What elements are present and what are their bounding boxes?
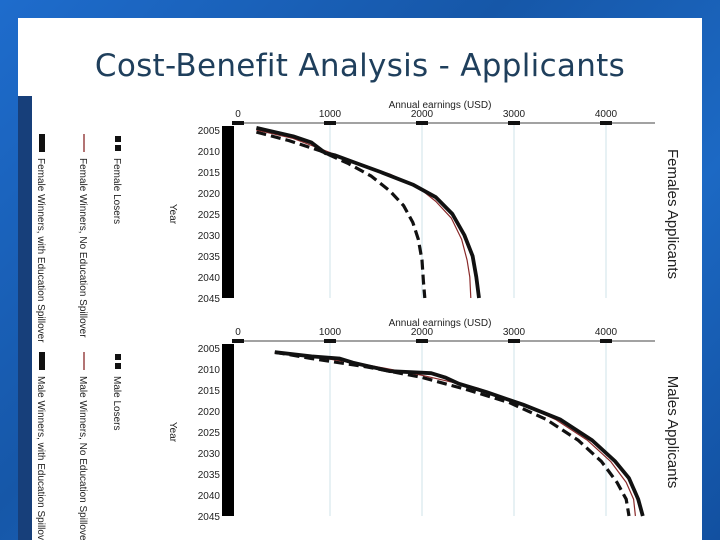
y-tick-label: 2005 [198,344,221,355]
y-tick-label: 2015 [198,168,221,179]
legend-swatch [115,363,121,369]
x-tick-mark [600,339,612,343]
y-tick-label: 2035 [198,252,221,263]
series-line [274,350,645,517]
x-tick-label: 3000 [503,109,526,120]
y-tick-label: 2020 [198,407,221,418]
x-tick-mark [232,121,244,125]
y-axis-bar [222,344,234,516]
page-title: Cost-Benefit Analysis - Applicants [94,48,626,84]
x-tick-label: 2000 [411,109,434,120]
chart-panel-2: 0 1000 2000 3000 4000 Annual earnings (USD) 20… [35,318,681,540]
series-line [255,126,481,299]
x-tick-label: 4000 [595,327,618,338]
series-line [256,129,472,299]
y-tick-label: 2010 [198,147,221,158]
y-tick-label: 2025 [198,210,221,221]
x-tick-label: 0 [235,327,241,338]
y-tick-label: 2020 [198,189,221,200]
x-tick-mark [600,121,612,125]
y-tick-label: 2040 [198,273,221,284]
y-tick-label: 2010 [198,365,221,376]
x-tick-mark [324,339,336,343]
legend-label: Female Winners, with Education Spillover [35,158,46,343]
legend-label: Male Losers [111,376,122,430]
legend-swatch [39,134,45,152]
legend-label: Male Winners, with Education Spillover [35,376,46,540]
y-tick-label: 2040 [198,491,221,502]
x-axis-label: Annual earnings (USD) [389,318,492,329]
y-axis-bar [222,126,234,298]
legend-label: Female Winners, No Education Spillover [77,158,88,338]
series-line [274,350,631,517]
slide-canvas [18,18,702,540]
y-tick-label: 2015 [198,386,221,397]
legend-label: Male Winners, No Education Spillover [77,376,88,540]
x-tick-label: 4000 [595,109,618,120]
y-tick-label: 2005 [198,126,221,137]
x-tick-mark [416,339,428,343]
y-tick-label: 2030 [198,449,221,460]
y-axis-label: Year [167,204,178,225]
y-tick-label: 2030 [198,231,221,242]
y-tick-label: 2025 [198,428,221,439]
y-tick-label: 2035 [198,470,221,481]
x-tick-label: 0 [235,109,241,120]
x-tick-label: 3000 [503,327,526,338]
x-tick-label: 1000 [319,109,342,120]
panel-title: Males Applicants [664,376,681,489]
panel-title: Females Applicants [664,149,681,279]
x-tick-mark [508,339,520,343]
x-tick-label: 1000 [319,327,342,338]
legend-swatch [115,145,121,151]
x-tick-label: 2000 [411,327,434,338]
x-axis-label: Annual earnings (USD) [389,100,492,111]
y-tick-label: 2045 [198,512,221,523]
y-axis-label: Year [167,422,178,443]
slide-accent-bar [18,96,32,540]
x-tick-mark [416,121,428,125]
legend-swatch [115,136,121,142]
series-line [255,130,427,299]
legend-swatch [39,352,45,370]
x-tick-mark [232,339,244,343]
x-tick-mark [324,121,336,125]
x-tick-mark [508,121,520,125]
legend-swatch [115,354,121,360]
legend-label: Female Losers [111,158,122,224]
y-tick-label: 2045 [198,294,221,305]
